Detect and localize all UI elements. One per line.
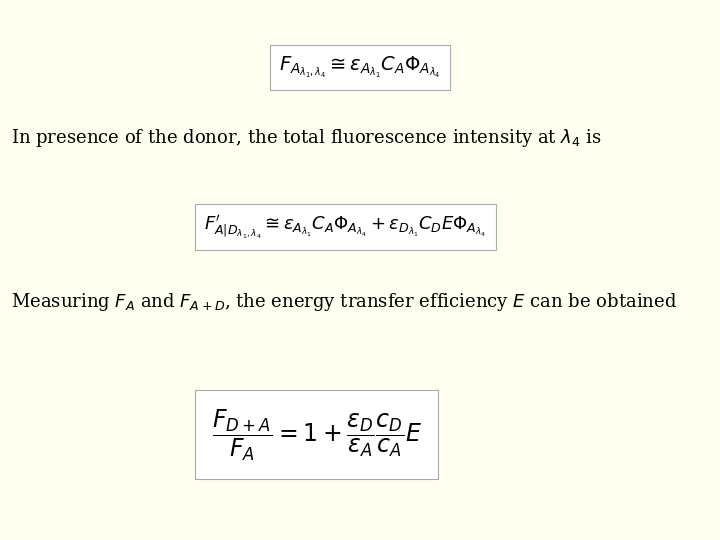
Text: $F_{A_{\lambda_1,\lambda_4}} \cong \varepsilon_{A_{\lambda_1}} C_A \Phi_{A_{\lam: $F_{A_{\lambda_1,\lambda_4}} \cong \vare… xyxy=(279,55,441,80)
Text: In presence of the donor, the total fluorescence intensity at $\lambda_4$ is: In presence of the donor, the total fluo… xyxy=(11,127,602,148)
Text: Measuring $F_A$ and $F_{A+D}$, the energy transfer efficiency $E$ can be obtaine: Measuring $F_A$ and $F_{A+D}$, the energ… xyxy=(11,292,677,313)
Text: $\dfrac{F_{D+A}}{F_A} = 1 + \dfrac{\varepsilon_D}{\varepsilon_A} \dfrac{c_D}{c_A: $\dfrac{F_{D+A}}{F_A} = 1 + \dfrac{\vare… xyxy=(212,407,422,463)
Text: $F^{\prime}_{A|D_{\lambda_1,\lambda_4}} \cong \varepsilon_{A_{\lambda_1}} C_A \P: $F^{\prime}_{A|D_{\lambda_1,\lambda_4}} … xyxy=(204,213,487,241)
